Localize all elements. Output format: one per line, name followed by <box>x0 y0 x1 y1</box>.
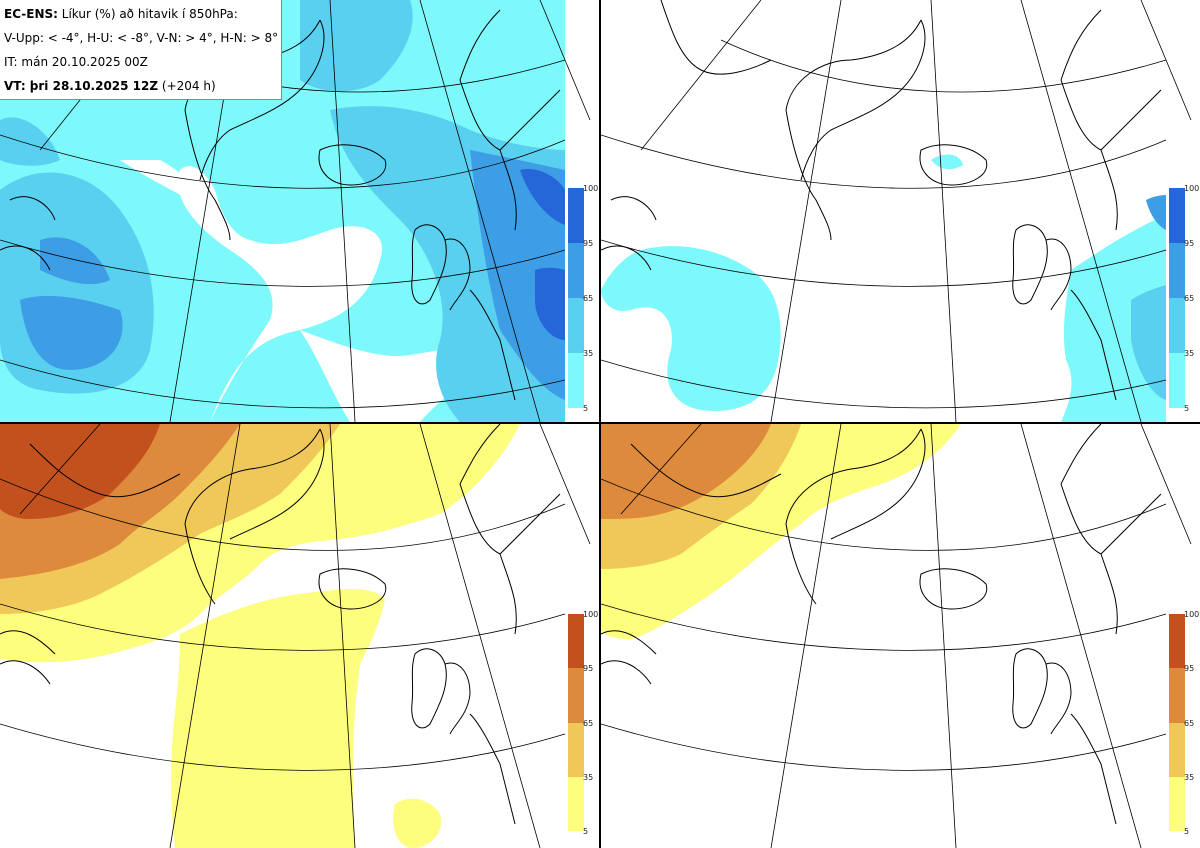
probability-map-warm-8 <box>601 424 1200 848</box>
colorbar-label-100: 100 <box>1184 184 1200 193</box>
colorbar-label-35: 35 <box>1184 773 1195 782</box>
colorbar-label-5: 5 <box>1184 404 1190 413</box>
probability-map-warm-4 <box>0 424 599 848</box>
colorbar-warm: 100 95 65 35 5 <box>1169 610 1199 836</box>
colorbar-label-100: 100 <box>1184 610 1200 619</box>
colorbar-label-95: 95 <box>1184 239 1195 248</box>
map-panel-bottom-right: 100 95 65 35 5 <box>601 424 1200 848</box>
colorbar-label-65: 65 <box>1184 294 1195 303</box>
probability-map-cold-8 <box>601 0 1200 422</box>
colorbar-label-35: 35 <box>1184 349 1195 358</box>
probability-map-cold-4 <box>0 0 599 422</box>
colorbar-label-95: 95 <box>583 664 594 673</box>
colorbar-warm: 100 95 65 35 5 <box>568 610 598 836</box>
colorbar-label-35: 35 <box>583 773 594 782</box>
map-panel-bottom-left: 100 95 65 35 5 <box>0 424 599 848</box>
map-panel-top-right: 100 95 65 35 5 <box>601 0 1200 422</box>
colorbar-label-100: 100 <box>583 184 599 193</box>
colorbar-label-65: 65 <box>1184 719 1195 728</box>
colorbar-label-95: 95 <box>1184 664 1195 673</box>
map-panel-top-left: 100 95 65 35 5 <box>0 0 599 422</box>
info-valid-time: VT: þri 28.10.2025 12Z (+204 h) <box>4 79 216 93</box>
colorbar-label-100: 100 <box>583 610 599 619</box>
colorbar-label-65: 65 <box>583 294 594 303</box>
colorbar-label-5: 5 <box>1184 827 1190 836</box>
colorbar-label-35: 35 <box>583 349 594 358</box>
info-title: EC-ENS: Líkur (%) að hitavik í 850hPa: <box>4 7 238 21</box>
info-init-time: IT: mán 20.10.2025 00Z <box>4 55 148 69</box>
colorbar-label-95: 95 <box>583 239 594 248</box>
colorbar-cold: 100 95 65 35 5 <box>568 184 598 413</box>
panel-divider-horizontal <box>0 422 1200 424</box>
colorbar-label-5: 5 <box>583 827 589 836</box>
info-thresholds: V-Upp: < -4°, H-U: < -8°, V-N: > 4°, H-N… <box>4 31 279 45</box>
colorbar-cold: 100 95 65 35 5 <box>1169 184 1199 413</box>
panel-divider-vertical <box>599 0 601 848</box>
colorbar-label-5: 5 <box>583 404 589 413</box>
colorbar-label-65: 65 <box>583 719 594 728</box>
info-box: EC-ENS: Líkur (%) að hitavik í 850hPa: V… <box>0 0 282 100</box>
